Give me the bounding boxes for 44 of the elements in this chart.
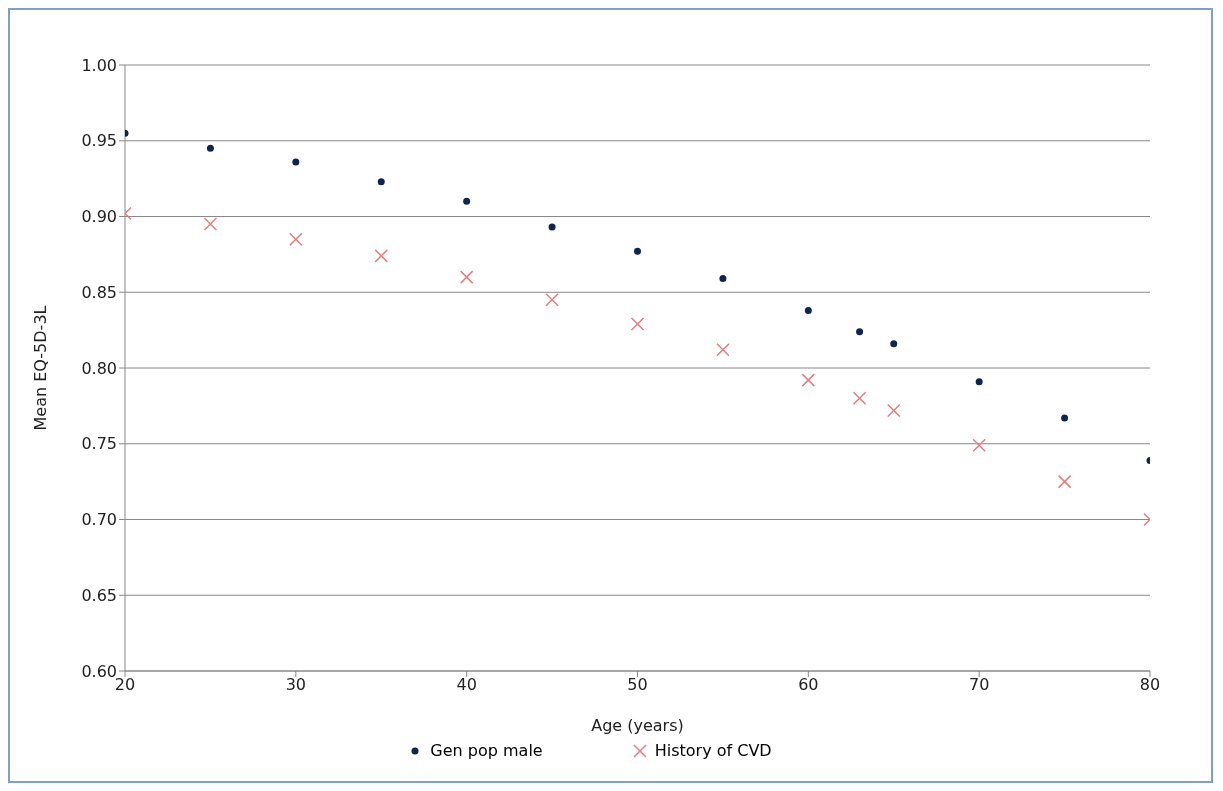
y-tick-label: 0.95 (81, 131, 117, 151)
point (292, 158, 300, 166)
point (1061, 414, 1069, 422)
y-tick-label: 0.60 (81, 661, 117, 681)
point (719, 275, 727, 283)
x-tick-label: 30 (285, 675, 307, 695)
point (890, 340, 898, 348)
y-tick-label: 0.85 (81, 282, 117, 302)
x-tick-label: 20 (114, 675, 136, 695)
y-tick-label: 0.65 (81, 585, 117, 605)
x-tick-label: 40 (456, 675, 477, 695)
y-tick-label: 0.90 (81, 207, 117, 227)
point (203, 217, 218, 231)
point (289, 232, 303, 246)
y-tick-label: 0.70 (81, 510, 117, 530)
point (459, 270, 474, 284)
y-tick-label: 1.00 (81, 55, 117, 75)
point (801, 373, 816, 387)
x-tick-label: 50 (627, 675, 648, 695)
point (852, 391, 867, 406)
y-tick-label: 0.80 (81, 358, 117, 378)
point (634, 247, 641, 255)
y-tick-label: 0.75 (81, 434, 117, 454)
point (545, 293, 559, 307)
point (630, 317, 645, 331)
point (975, 378, 983, 386)
point (716, 343, 730, 357)
x-tick-label: 80 (1139, 675, 1161, 695)
y-axis-title: Mean EQ-5D-3L (30, 305, 50, 431)
point (463, 197, 471, 205)
x-tick-label: 60 (798, 675, 819, 695)
point (377, 178, 385, 186)
legend-label: History of CVD (654, 741, 772, 760)
point (206, 144, 214, 152)
point (804, 306, 812, 314)
legend-label: Gen pop male (430, 741, 543, 760)
point (856, 328, 864, 336)
point (887, 403, 901, 418)
point (972, 438, 986, 453)
x-axis-title: Age (years) (591, 716, 684, 735)
x-tick-label: 70 (968, 675, 990, 695)
point (1057, 474, 1072, 489)
point (374, 249, 388, 263)
point (548, 223, 556, 231)
